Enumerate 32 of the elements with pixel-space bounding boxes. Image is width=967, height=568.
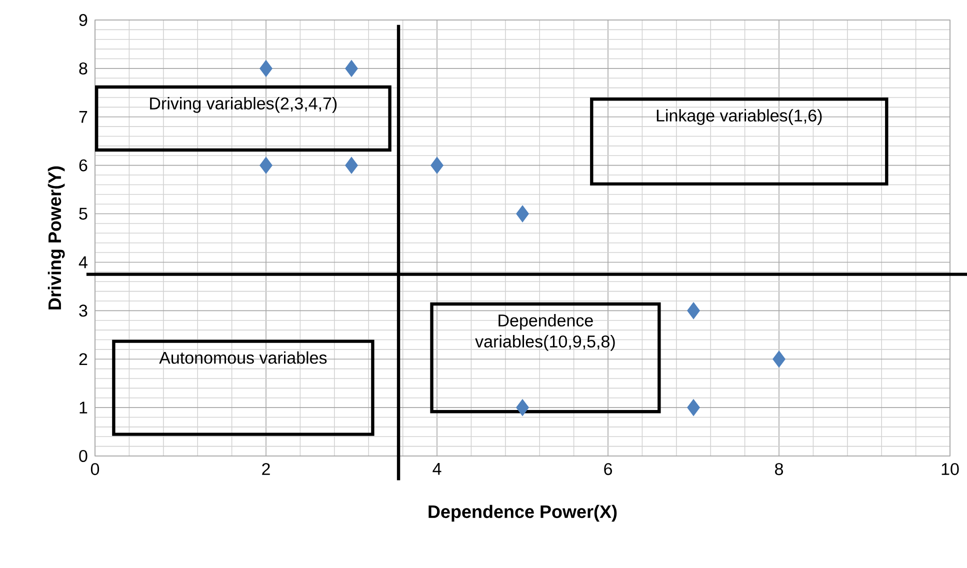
- y-axis-title: Driving Power(Y): [48, 166, 65, 310]
- y-tick-label: 5: [79, 208, 88, 220]
- y-tick-label: 9: [79, 14, 88, 26]
- point: [687, 399, 700, 416]
- point: [345, 156, 358, 174]
- y-tick-label: 3: [79, 304, 88, 317]
- x-tick-label: 6: [604, 463, 612, 476]
- annotation: Dependence variables(10,9,5,8): [475, 314, 615, 351]
- y-tick-label: 0: [79, 450, 88, 462]
- y-tick-label: 7: [79, 111, 88, 123]
- x-tick-label: 8: [775, 463, 783, 476]
- y-tick-label: 8: [79, 62, 88, 74]
- point: [687, 302, 700, 320]
- x-tick-label: 10: [942, 463, 959, 476]
- y-tick-label: 6: [79, 159, 88, 172]
- y-tick-label: 2: [79, 353, 88, 366]
- annotation: Autonomous variables: [159, 351, 327, 364]
- point: [772, 350, 786, 368]
- point: [516, 205, 529, 222]
- x-tick-label: 2: [262, 463, 270, 475]
- point: [260, 60, 272, 77]
- y-tick-label: 4: [78, 256, 88, 268]
- y-tick-label: 1: [80, 402, 88, 414]
- point: [430, 156, 444, 174]
- annotation: Driving variables(2,3,4,7): [150, 96, 337, 113]
- point: [516, 399, 529, 416]
- point: [345, 60, 358, 77]
- x-tick-label: 4: [432, 463, 442, 475]
- point: [260, 156, 272, 174]
- x-tick-label: 0: [90, 463, 100, 476]
- x-axis-title: Dependence Power(X): [428, 504, 617, 522]
- annotation: Linkage variables(1,6): [656, 109, 822, 125]
